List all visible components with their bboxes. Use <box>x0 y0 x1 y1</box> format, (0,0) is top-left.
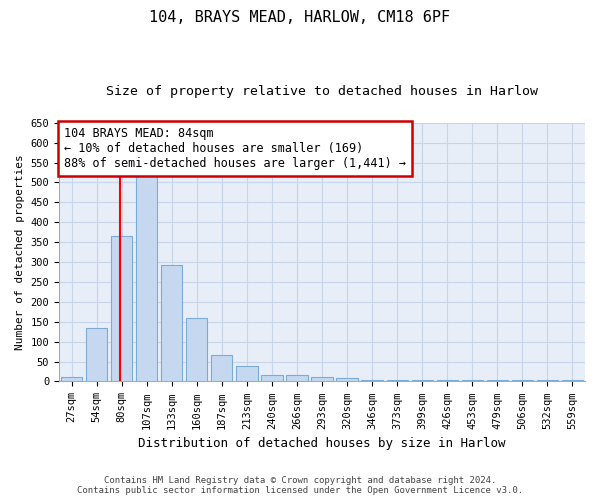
Bar <box>211 355 232 382</box>
Bar <box>412 380 433 382</box>
Bar <box>537 380 558 382</box>
Y-axis label: Number of detached properties: Number of detached properties <box>15 154 25 350</box>
Bar <box>261 374 283 382</box>
Text: 104, BRAYS MEAD, HARLOW, CM18 6PF: 104, BRAYS MEAD, HARLOW, CM18 6PF <box>149 10 451 25</box>
X-axis label: Distribution of detached houses by size in Harlow: Distribution of detached houses by size … <box>138 437 506 450</box>
Bar <box>86 328 107 382</box>
Bar <box>337 378 358 382</box>
Bar <box>161 265 182 382</box>
Bar <box>437 380 458 382</box>
Bar <box>286 376 308 382</box>
Bar <box>236 366 257 382</box>
Bar <box>311 378 332 382</box>
Text: 104 BRAYS MEAD: 84sqm
← 10% of detached houses are smaller (169)
88% of semi-det: 104 BRAYS MEAD: 84sqm ← 10% of detached … <box>64 126 406 170</box>
Bar <box>487 380 508 382</box>
Text: Contains HM Land Registry data © Crown copyright and database right 2024.: Contains HM Land Registry data © Crown c… <box>104 476 496 485</box>
Bar <box>562 380 583 382</box>
Bar <box>512 380 533 382</box>
Text: Contains public sector information licensed under the Open Government Licence v3: Contains public sector information licen… <box>77 486 523 495</box>
Bar <box>386 380 408 382</box>
Bar <box>136 168 157 382</box>
Bar <box>111 236 132 382</box>
Bar <box>361 380 383 382</box>
Bar <box>186 318 208 382</box>
Title: Size of property relative to detached houses in Harlow: Size of property relative to detached ho… <box>106 85 538 98</box>
Bar <box>61 378 82 382</box>
Bar <box>461 380 483 382</box>
